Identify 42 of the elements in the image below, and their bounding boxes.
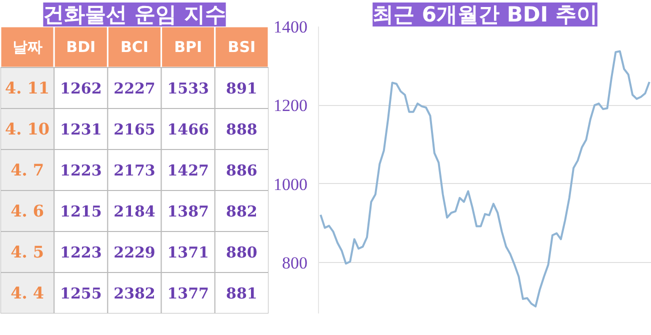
data-label: 1255 bbox=[60, 284, 102, 302]
data-label: 1262 bbox=[60, 80, 102, 98]
y-tick-label: 4. 11 bbox=[5, 78, 50, 98]
y-tick-label: 1200 bbox=[274, 96, 308, 116]
line-series bbox=[320, 50, 650, 308]
y-tick-label: 4. 6 bbox=[10, 202, 44, 220]
data-label: 2173 bbox=[114, 162, 156, 180]
x-tick-label: BSI bbox=[228, 38, 256, 56]
data-label: 2229 bbox=[114, 244, 156, 262]
data-label: 1223 bbox=[60, 244, 102, 262]
data-label: 1223 bbox=[60, 162, 102, 180]
data-label: 1466 bbox=[167, 120, 209, 138]
data-label: 1231 bbox=[60, 120, 102, 138]
x-tick-label: BPI bbox=[174, 38, 202, 56]
data-label: 1427 bbox=[167, 162, 209, 180]
y-tick-label: 1400 bbox=[274, 18, 308, 36]
data-label: 2184 bbox=[114, 202, 156, 220]
chart-title: 건화물선 운임 지수 bbox=[43, 2, 226, 26]
data-label: 2382 bbox=[114, 284, 156, 302]
data-label: 2165 bbox=[114, 120, 156, 138]
x-tick-label: BCI bbox=[120, 38, 149, 56]
data-label: 1371 bbox=[167, 244, 209, 262]
data-label: 891 bbox=[226, 80, 258, 98]
data-label: 1533 bbox=[167, 80, 209, 98]
data-label: 2227 bbox=[114, 80, 156, 98]
chart-title: 최근 6개월간 BDI 추이 bbox=[372, 2, 598, 26]
data-label: 1377 bbox=[167, 284, 209, 302]
data-label: 881 bbox=[226, 284, 258, 302]
data-label: 888 bbox=[226, 120, 258, 138]
y-tick-label: 4. 4 bbox=[10, 284, 44, 302]
y-axis-title: 날짜 bbox=[12, 38, 42, 56]
y-tick-label: 4. 10 bbox=[5, 120, 50, 138]
y-tick-label: 4. 5 bbox=[10, 242, 44, 262]
x-tick-label: BDI bbox=[66, 38, 96, 56]
data-label: 886 bbox=[226, 162, 258, 180]
data-label: 1215 bbox=[60, 202, 102, 220]
y-tick-label: 1000 bbox=[274, 174, 308, 194]
y-tick-label: 800 bbox=[282, 253, 308, 272]
data-label: 880 bbox=[226, 244, 258, 262]
data-label: 882 bbox=[226, 202, 258, 220]
data-label: 1387 bbox=[167, 202, 209, 220]
y-tick-label: 4. 7 bbox=[10, 160, 44, 180]
